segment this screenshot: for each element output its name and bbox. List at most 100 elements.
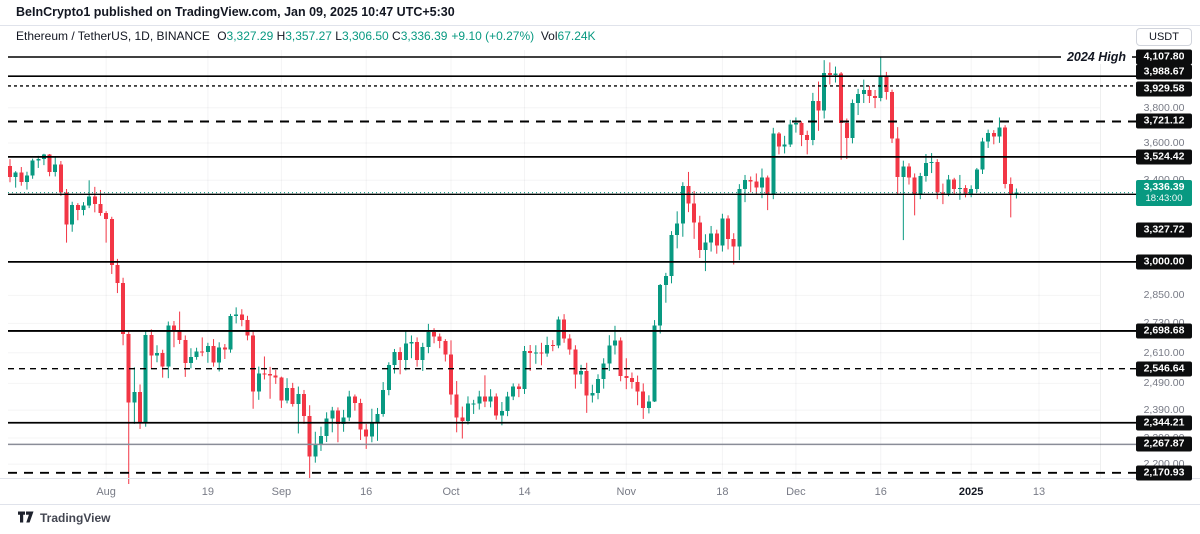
time-tick-label-13[interactable]: 13 <box>1032 486 1046 498</box>
candle-up <box>505 396 510 411</box>
time-tick-label-14[interactable]: 14 <box>518 486 531 498</box>
candle-up <box>24 175 29 183</box>
candle-up <box>986 132 991 142</box>
candle-up <box>612 340 617 346</box>
candle-up <box>318 435 323 444</box>
price-tick-label: 2,490.00 <box>1143 377 1185 390</box>
candle-down <box>714 233 719 246</box>
candle-up <box>969 189 974 194</box>
candle-down <box>827 73 832 75</box>
bar-countdown: 18:43:00 <box>1145 192 1183 204</box>
candle-down <box>991 132 996 137</box>
candle-down <box>75 205 80 210</box>
candle-up <box>347 396 352 418</box>
candle-up <box>30 160 35 176</box>
level-price-chip: 2,344.21 <box>1136 415 1192 431</box>
candle-down <box>805 135 810 141</box>
candle-up <box>386 365 391 390</box>
candle-down <box>906 166 911 178</box>
candle-down <box>460 417 465 422</box>
candle-down <box>121 282 126 334</box>
candle-up <box>737 188 742 247</box>
time-tick-label-sep[interactable]: Sep <box>271 486 292 498</box>
level-price-chip: 2,267.87 <box>1136 436 1192 452</box>
time-tick-label-19[interactable]: 19 <box>201 486 214 498</box>
candle-down <box>358 402 363 430</box>
candle-down <box>335 410 340 424</box>
candle-up <box>392 351 397 366</box>
candle-down <box>302 394 307 416</box>
candle-down <box>697 222 702 250</box>
legend-o-label: O <box>213 29 227 43</box>
candle-down <box>98 203 103 214</box>
legend-l-label: L <box>331 29 342 43</box>
time-tick-label-dec[interactable]: Dec <box>786 486 806 498</box>
candle-up <box>285 387 290 401</box>
candle-up <box>477 396 482 404</box>
candle-down <box>58 164 63 193</box>
tradingview-logo-icon <box>18 511 34 523</box>
candle-up <box>946 179 951 194</box>
candle-up <box>234 314 239 316</box>
candle-down <box>618 340 623 377</box>
candle-down <box>200 351 205 353</box>
candle-up <box>579 371 584 375</box>
candle-down <box>726 218 731 239</box>
candle-up <box>533 352 538 354</box>
candle-down <box>935 161 940 193</box>
candle-up <box>743 179 748 189</box>
time-tick-label-aug[interactable]: Aug <box>96 486 116 498</box>
candle-up <box>929 161 934 163</box>
time-tick-label-16[interactable]: 16 <box>874 486 887 498</box>
candle-up <box>782 144 787 147</box>
candle-down <box>799 123 804 136</box>
candle-down <box>1008 183 1013 195</box>
candle-down <box>138 391 143 424</box>
candle-down <box>629 377 634 383</box>
candles-layer <box>8 57 1019 484</box>
candle-down <box>290 387 295 404</box>
time-tick-label-2025[interactable]: 2025 <box>958 486 984 498</box>
level-price-chip: 2,170.93 <box>1136 465 1192 481</box>
candle-down <box>482 396 487 402</box>
candle-down <box>171 325 176 331</box>
candle-up <box>957 188 962 190</box>
candle-up <box>369 423 374 437</box>
candle-up <box>256 373 261 392</box>
candle-up <box>1014 192 1019 195</box>
candle-down <box>890 92 895 139</box>
candle-down <box>867 89 872 97</box>
candle-down <box>437 336 442 341</box>
time-tick-label-nov[interactable]: Nov <box>616 486 637 498</box>
candle-down <box>624 376 629 378</box>
candle-up <box>205 346 210 353</box>
time-tick-label-oct[interactable]: Oct <box>442 486 460 498</box>
candle-down <box>940 192 945 194</box>
level-price-chip: 3,327.72 <box>1136 222 1192 238</box>
candle-down <box>748 179 753 182</box>
candle-down <box>692 203 697 223</box>
price-axis-currency-badge[interactable]: USDT <box>1136 28 1192 46</box>
candle-up <box>409 342 414 344</box>
candle-up <box>759 177 764 188</box>
time-tick-label-18[interactable]: 18 <box>716 486 729 498</box>
candle-up <box>381 389 386 415</box>
tradingview-watermark[interactable]: TradingView <box>18 510 110 525</box>
candle-up <box>545 344 550 354</box>
candle-down <box>963 188 968 194</box>
candle-down <box>550 344 555 346</box>
legend-h-value: 3,357.27 <box>285 29 332 43</box>
candle-down <box>251 335 256 392</box>
candle-down <box>449 354 454 395</box>
current-price-value: 3,336.39 <box>1143 180 1185 193</box>
candle-down <box>432 332 437 337</box>
candle-up <box>330 410 335 419</box>
candle-up <box>420 347 425 361</box>
symbol-legend[interactable]: Ethereum / TetherUS, 1D, BINANCE O3,327.… <box>16 29 596 43</box>
time-tick-label-16[interactable]: 16 <box>360 486 373 498</box>
candle-down <box>262 373 267 375</box>
legend-vol-label: Vol <box>534 29 558 43</box>
legend-symbol: Ethereum / TetherUS, 1D, BINANCE <box>16 29 210 43</box>
level-price-chip: 2,546.64 <box>1136 361 1192 377</box>
